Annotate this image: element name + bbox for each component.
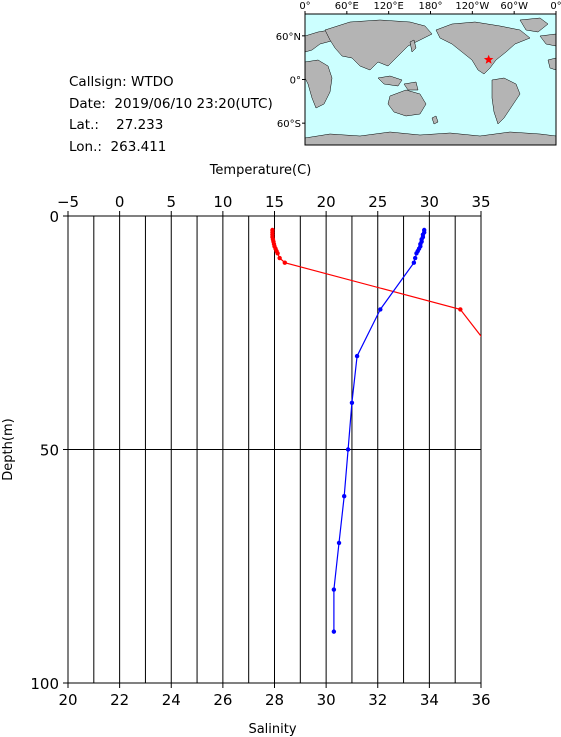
- temperature-data-point: [282, 260, 288, 265]
- temperature-tick-label: 5: [166, 193, 176, 211]
- series-layer: [270, 227, 498, 634]
- map-lon-label: 0°: [550, 1, 561, 12]
- star-icon: [483, 54, 494, 64]
- salinity-data-point: [331, 587, 337, 592]
- depth-tick-label: 0: [49, 208, 59, 226]
- salinity-series-line: [333, 230, 425, 632]
- station-info: Callsign: WTDO Date: 2019/06/10 23:20(UT…: [69, 72, 273, 158]
- temperature-tick-label: 20: [317, 193, 336, 211]
- salinity-data-point: [345, 447, 351, 452]
- salinity-tick-label: 36: [471, 691, 490, 709]
- salinity-data-point: [414, 251, 419, 256]
- salinity-tick-label: 20: [58, 691, 77, 709]
- salinity-series: [331, 227, 427, 634]
- lat-value: 27.233: [116, 117, 164, 133]
- salinity-data-point: [354, 353, 360, 359]
- temperature-data-point: [275, 251, 280, 256]
- date-label: Date:: [69, 95, 106, 112]
- salinity-tick-label: 30: [317, 691, 336, 709]
- salinity-tick-label: 32: [368, 691, 387, 709]
- world-map: 0° 60°E 120°E 180° 120°W 60°W 0° 60°N 0° 60°S: [276, 1, 561, 146]
- temperature-tick-labels: −5 0 5 10 15 20 25 30 35: [57, 193, 491, 216]
- map-lon-label: 180°: [418, 1, 442, 12]
- salinity-data-point: [378, 307, 383, 312]
- map-lon-label: 0°: [299, 1, 310, 12]
- map-lon-label: 60°W: [500, 1, 528, 12]
- map-land: [304, 17, 557, 146]
- salinity-tick-label: 22: [110, 691, 129, 709]
- salinity-data-point: [331, 629, 337, 634]
- salinity-axis-title: Salinity: [248, 722, 296, 737]
- salinity-data-point: [336, 540, 342, 546]
- star-icon: [483, 54, 494, 64]
- temperature-series: [270, 227, 498, 358]
- chart-grid: [68, 216, 481, 683]
- map-lat-label: 60°N: [276, 32, 301, 43]
- map-lat-label: 0°: [290, 76, 301, 87]
- salinity-tick-label: 24: [162, 691, 181, 709]
- salinity-data-point: [411, 260, 417, 265]
- callsign-value: WTDO: [130, 74, 174, 90]
- temperature-tick-label: 35: [471, 193, 490, 211]
- temperature-axis-title: Temperature(C): [209, 163, 312, 178]
- map-lon-label: 120°W: [455, 1, 489, 12]
- callsign-label: Callsign:: [69, 74, 127, 90]
- map-lon-label: 120°E: [373, 1, 403, 12]
- depth-tick-labels: 0 50 100: [30, 208, 68, 693]
- salinity-tick-label: 34: [420, 691, 439, 709]
- depth-tick-label: 100: [30, 675, 59, 693]
- temperature-tick-label: −5: [57, 193, 79, 211]
- temperature-tick-label: 0: [115, 193, 125, 211]
- temperature-data-point: [494, 354, 498, 358]
- salinity-tick-label: 28: [265, 691, 284, 709]
- date-row: Date: 2019/06/10 23:20(UTC): [69, 94, 273, 116]
- depth-tick-label: 50: [40, 442, 59, 460]
- salinity-data-point: [341, 494, 347, 499]
- map-lat-label: 60°S: [277, 119, 301, 130]
- map-longitude-labels: 0° 60°E 120°E 180° 120°W 60°W 0°: [299, 1, 561, 14]
- date-value: 2019/06/10 23:20(UTC): [114, 95, 273, 112]
- lon-label: Lon.:: [69, 138, 102, 155]
- temperature-tick-label: 10: [213, 193, 232, 211]
- lat-row: Lat.: 27.233: [69, 115, 273, 137]
- temperature-data-point: [277, 255, 282, 261]
- map-latitude-labels: 60°N 0° 60°S: [276, 32, 305, 130]
- map-lon-label: 60°E: [335, 1, 359, 12]
- lon-value: 263.411: [110, 138, 167, 155]
- salinity-data-point: [349, 400, 355, 405]
- temperature-tick-label: 15: [265, 193, 284, 211]
- lat-label: Lat.:: [69, 117, 99, 133]
- temperature-tick-label: 25: [368, 193, 387, 211]
- salinity-tick-labels: 20 22 24 26 28 30 32 34 36: [58, 683, 491, 709]
- lon-row: Lon.: 263.411: [69, 137, 273, 159]
- temperature-tick-label: 30: [420, 193, 439, 211]
- callsign-row: Callsign: WTDO: [69, 72, 273, 94]
- salinity-tick-label: 26: [213, 691, 232, 709]
- depth-axis-title: Depth(m): [1, 418, 16, 480]
- salinity-data-point: [412, 255, 418, 261]
- temperature-data-point: [458, 307, 463, 312]
- temperature-series-line: [271, 230, 481, 338]
